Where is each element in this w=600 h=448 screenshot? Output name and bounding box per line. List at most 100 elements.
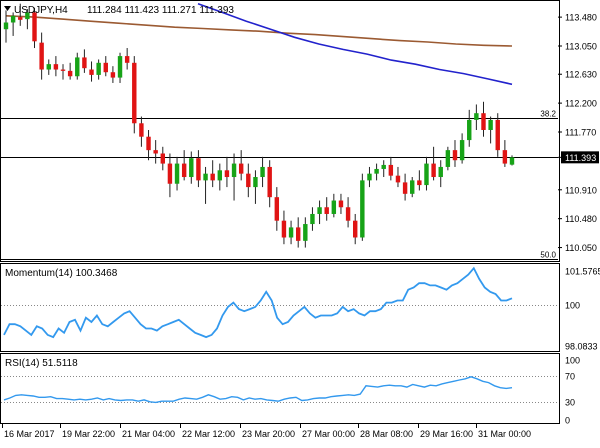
y-tick-label: 113.050 — [565, 42, 597, 52]
ohlc-readout: 111.284 111.423 111.271 111.393 — [87, 5, 234, 16]
x-tick-label: 28 Mar 08:00 — [360, 429, 413, 439]
x-tick-label: 19 Mar 22:00 — [62, 429, 115, 439]
candle-body — [481, 113, 485, 130]
candle-body — [410, 180, 414, 193]
candle-body — [389, 165, 393, 176]
candle-body — [424, 164, 428, 185]
candle-body — [182, 164, 186, 177]
candle-body — [360, 180, 364, 237]
candle-body — [225, 170, 229, 177]
candle-body — [310, 214, 314, 224]
symbol-label: USDJPY,H4 — [14, 5, 68, 16]
candle-body — [239, 164, 243, 174]
rsi-panel-frame — [1, 354, 560, 424]
momentum-title: Momentum(14) 100.3468 — [5, 268, 118, 279]
candle-body — [168, 164, 172, 184]
candle-body — [11, 16, 15, 23]
candle-body — [210, 174, 214, 181]
candle-body — [503, 150, 507, 163]
candle-body — [146, 137, 150, 150]
candle-body — [203, 174, 207, 181]
candle-body — [260, 167, 264, 177]
candle-body — [132, 63, 136, 123]
candle-body — [89, 70, 93, 75]
momentum-tick-label: 101.5765 — [565, 266, 600, 276]
candle-body — [189, 158, 193, 177]
candle-body — [118, 56, 122, 77]
candle-body — [317, 207, 321, 214]
candle-body — [446, 150, 450, 167]
candle-body — [417, 180, 421, 185]
candle-body — [175, 164, 179, 184]
candle-body — [196, 158, 200, 180]
candle-body — [104, 63, 108, 72]
candle-body — [54, 64, 58, 69]
level-label: 38.2 — [540, 110, 556, 119]
candle-body — [332, 201, 336, 214]
y-tick-label: 110.480 — [565, 214, 597, 224]
y-tick-label: 112.630 — [565, 70, 597, 80]
candle-body — [289, 227, 293, 237]
candle-body — [460, 140, 464, 160]
rsi-title: RSI(14) 51.5118 — [5, 358, 78, 369]
candle-body — [75, 57, 79, 76]
main-panel-frame — [1, 1, 560, 262]
candle-body — [232, 164, 236, 177]
level-label: 50.0 — [540, 251, 556, 260]
candle-body — [267, 167, 271, 197]
x-tick-label: 23 Mar 20:00 — [242, 429, 295, 439]
candle-body — [488, 120, 492, 130]
momentum-tick-label: 98.0833 — [565, 342, 598, 352]
candle-body — [139, 123, 143, 136]
candle-body — [275, 197, 279, 221]
x-tick-label: 31 Mar 00:00 — [478, 429, 531, 439]
y-tick-label: 110.050 — [565, 243, 597, 253]
candle-body — [39, 43, 43, 70]
candle-body — [4, 22, 8, 29]
rsi-tick-label: 100 — [565, 356, 580, 366]
candle-body — [353, 221, 357, 238]
candle-body — [32, 12, 36, 41]
current-price-label: 111.393 — [565, 153, 596, 163]
candle-body — [439, 167, 443, 177]
rsi-tick-label: 0 — [565, 416, 570, 426]
candle-body — [296, 227, 300, 240]
momentum-tick-label: 100 — [565, 300, 580, 310]
candle-body — [125, 56, 129, 63]
candle-body — [303, 224, 307, 241]
candle-body — [431, 164, 435, 177]
candle-body — [374, 169, 378, 174]
rsi-tick-label: 30 — [565, 397, 575, 407]
candle-body — [396, 176, 400, 183]
x-tick-label: 29 Mar 16:00 — [420, 429, 473, 439]
candle-body — [510, 157, 514, 164]
candle-body — [18, 17, 22, 20]
x-tick-label: 21 Mar 04:00 — [122, 429, 175, 439]
candle-body — [474, 113, 478, 120]
candle-body — [82, 57, 86, 68]
candle-body — [403, 182, 407, 193]
candle-body — [367, 174, 371, 181]
candle-body — [467, 120, 471, 140]
candle-body — [111, 72, 115, 77]
candle-body — [324, 207, 328, 214]
y-tick-label: 111.770 — [565, 128, 596, 138]
candle-body — [61, 70, 65, 71]
candle-body — [339, 201, 343, 208]
candle-body — [68, 71, 72, 76]
y-tick-label: 112.200 — [565, 99, 597, 109]
candle-body — [453, 150, 457, 160]
candle-body — [496, 120, 500, 150]
rsi-tick-label: 70 — [565, 372, 575, 382]
y-tick-label: 110.910 — [565, 185, 597, 195]
candle-body — [282, 221, 286, 238]
candle-body — [47, 64, 51, 69]
x-tick-label: 16 Mar 2017 — [4, 429, 55, 439]
candle-body — [153, 150, 157, 153]
candle-body — [382, 165, 386, 169]
candle-body — [346, 207, 350, 220]
candle-body — [218, 170, 222, 180]
x-tick-label: 22 Mar 12:00 — [182, 429, 235, 439]
